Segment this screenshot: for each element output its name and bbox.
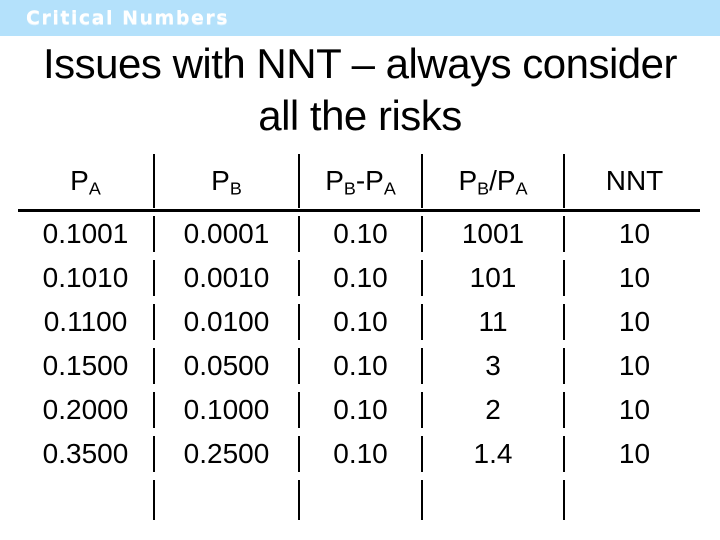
header-subscript: A xyxy=(383,178,396,199)
table-header-row: PA PB PB-PA PB/PA NNT xyxy=(18,154,704,208)
table-cell: 10 xyxy=(618,262,651,293)
table-row: 0.3500 0.2500 0.10 1.4 10 xyxy=(18,436,704,472)
column-header-pa: PA xyxy=(18,154,155,208)
table-row: 0.1010 0.0010 0.10 101 10 xyxy=(18,260,704,296)
table-row: 0.1001 0.0001 0.10 1001 10 xyxy=(18,216,704,252)
table-cell: 0.1000 xyxy=(155,392,300,428)
header-subscript: B xyxy=(229,178,242,199)
nnt-table: PA PB PB-PA PB/PA NNT 0.1001 0.0001 0.10… xyxy=(18,146,704,528)
slide-title-line-1: Issues with NNT – always consider xyxy=(43,40,677,87)
table-cell: 0.0001 xyxy=(155,216,300,252)
header-text: /P xyxy=(489,165,516,196)
table-empty-cell xyxy=(300,480,423,520)
table-empty-row xyxy=(18,480,704,520)
table-cell: 0.10 xyxy=(300,216,423,252)
table-row: 0.2000 0.1000 0.10 2 10 xyxy=(18,392,704,428)
table-row: 0.1500 0.0500 0.10 3 10 xyxy=(18,348,704,384)
table-cell: 0.0100 xyxy=(155,304,300,340)
column-header-pb-minus-pa: PB-PA xyxy=(300,154,423,208)
table-cell: 101 xyxy=(423,260,565,296)
table-cell: 0.2000 xyxy=(18,392,155,428)
header-subscript: A xyxy=(88,178,101,199)
table-empty-cell xyxy=(565,480,704,520)
table-cell: 0.10 xyxy=(300,392,423,428)
table-cell: 0.0010 xyxy=(155,260,300,296)
table-empty-cell xyxy=(423,480,565,520)
header-subscript: B xyxy=(477,178,490,199)
table-cell: 10 xyxy=(618,350,651,381)
table-cell: 0.1010 xyxy=(18,260,155,296)
table-cell: 0.3500 xyxy=(18,436,155,472)
table-cell: 3 xyxy=(423,348,565,384)
header-text: -P xyxy=(355,165,384,196)
column-header-nnt: NNT xyxy=(565,154,704,208)
table-cell: 2 xyxy=(423,392,565,428)
table-cell: 0.1500 xyxy=(18,348,155,384)
header-text: P xyxy=(458,165,478,196)
header-subscript: B xyxy=(343,178,356,199)
table-cell: 0.10 xyxy=(300,304,423,340)
table-header-underline xyxy=(18,209,700,212)
table-cell: 0.10 xyxy=(300,348,423,384)
table-cell: 11 xyxy=(423,304,565,340)
table-row: 0.1100 0.0100 0.10 11 10 xyxy=(18,304,704,340)
header-subscript: A xyxy=(515,178,528,199)
table-cell: 0.0500 xyxy=(155,348,300,384)
column-header-pb: PB xyxy=(155,154,300,208)
table-empty-cell xyxy=(155,480,300,520)
table-cell: 1.4 xyxy=(423,436,565,472)
table-cell: 0.10 xyxy=(300,260,423,296)
header-text: P xyxy=(70,165,89,196)
critical-numbers-logo: Critical Numbers xyxy=(26,7,230,29)
header-text: NNT xyxy=(605,165,664,196)
table-cell: 0.10 xyxy=(300,436,423,472)
table-cell: 1001 xyxy=(423,216,565,252)
table-cell: 0.1001 xyxy=(18,216,155,252)
table-cell: 10 xyxy=(618,438,651,469)
slide-title: Issues with NNT – always consider all th… xyxy=(0,38,720,142)
table-cell: 0.1100 xyxy=(18,304,155,340)
slide-title-line-2: all the risks xyxy=(258,92,462,139)
table-cell: 10 xyxy=(618,306,651,337)
header-banner: Critical Numbers xyxy=(0,0,720,36)
table-cell: 10 xyxy=(618,218,651,249)
header-text: P xyxy=(325,165,344,196)
table-cell: 10 xyxy=(618,394,651,425)
table-cell: 0.2500 xyxy=(155,436,300,472)
table-empty-cell xyxy=(18,480,155,520)
column-header-pb-over-pa: PB/PA xyxy=(423,154,565,208)
header-text: P xyxy=(211,165,230,196)
